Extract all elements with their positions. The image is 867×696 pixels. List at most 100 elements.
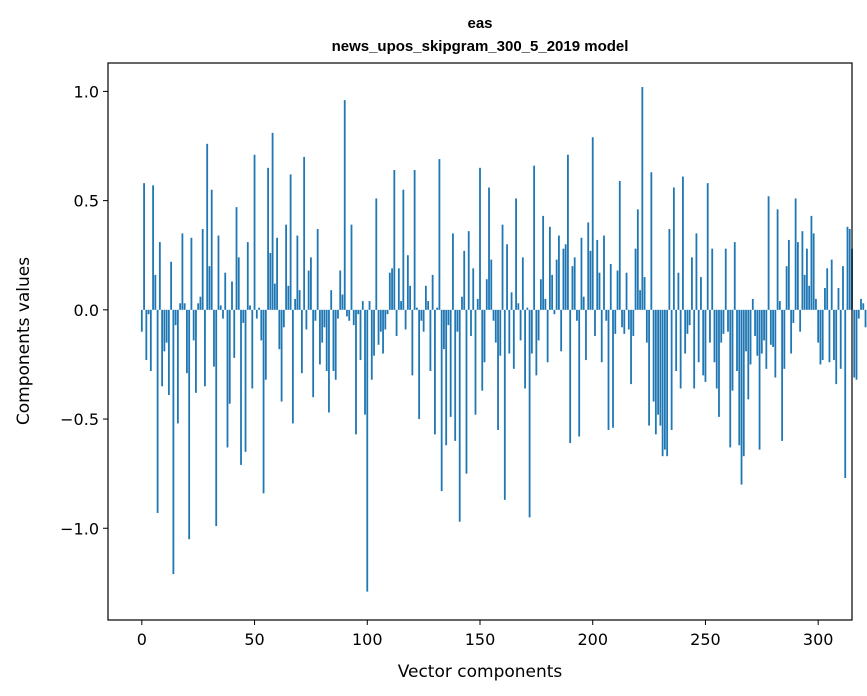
bar [754, 309, 756, 337]
bar [663, 309, 666, 450]
bar [470, 309, 472, 337]
bar [355, 309, 357, 435]
bar [226, 309, 229, 448]
bar [641, 87, 644, 310]
bar [296, 235, 299, 310]
bar [857, 309, 860, 319]
bar [179, 303, 182, 310]
bar [776, 209, 779, 310]
bar [215, 309, 218, 527]
bar [616, 270, 619, 310]
bar [544, 298, 547, 310]
bar [197, 303, 200, 310]
bar [140, 309, 143, 332]
bar [749, 309, 752, 365]
bar [461, 296, 463, 310]
bar [438, 159, 441, 310]
bar [654, 309, 657, 435]
bar [395, 309, 398, 337]
bar [231, 281, 233, 310]
bar [688, 309, 691, 326]
bar [718, 309, 720, 417]
bar [571, 266, 574, 310]
bar [503, 309, 506, 500]
chart-title-line-2: news_upos_skipgram_300_5_2019 model [332, 38, 629, 55]
bar [337, 309, 339, 319]
bar [670, 309, 673, 430]
bar [422, 309, 425, 332]
bar [357, 309, 360, 315]
bar [596, 239, 599, 310]
bar [535, 309, 538, 376]
bar [463, 250, 466, 310]
bar [143, 183, 145, 310]
bar [817, 309, 820, 343]
bar [562, 248, 565, 310]
bar [560, 309, 563, 352]
bar [251, 309, 254, 389]
bar [634, 248, 637, 310]
bar [289, 174, 292, 310]
bar [781, 309, 784, 441]
bar [783, 309, 786, 369]
bar [483, 309, 486, 363]
bar [672, 187, 675, 310]
bar [512, 309, 515, 369]
bar [458, 309, 461, 522]
bar [607, 309, 610, 430]
bar [397, 268, 400, 310]
bar [727, 309, 729, 332]
bar [630, 309, 632, 385]
bar [271, 132, 274, 310]
bar [420, 309, 423, 321]
bar [704, 309, 707, 382]
bar [352, 309, 355, 326]
bar [183, 303, 186, 310]
bar [476, 298, 479, 310]
bar [530, 309, 533, 354]
bar [465, 309, 468, 474]
bar [618, 180, 621, 310]
bar [242, 309, 245, 323]
bar [348, 309, 351, 321]
bar [826, 268, 829, 310]
y-tick-label: −1.0 [60, 519, 99, 538]
bar [285, 224, 288, 310]
bar [163, 309, 166, 352]
bar [195, 309, 197, 393]
bar [747, 309, 750, 400]
bar [418, 309, 421, 420]
bar [213, 309, 215, 367]
bar [576, 309, 578, 321]
bar [657, 309, 660, 415]
bar [343, 100, 346, 310]
bar [499, 309, 502, 356]
bar [176, 309, 179, 424]
bar [165, 309, 168, 343]
bar [675, 309, 678, 371]
bar [558, 235, 560, 310]
bar [260, 309, 263, 341]
bar [190, 237, 193, 310]
bar [623, 309, 626, 334]
bar [564, 244, 567, 310]
bar [542, 215, 545, 310]
bar [801, 231, 804, 310]
bar [434, 309, 436, 435]
x-tick-label: 150 [465, 630, 496, 649]
bar [359, 309, 362, 361]
bar [742, 309, 745, 457]
bar [806, 248, 808, 310]
x-axis-ticks: 0 50 100 150 200 250 300 [137, 620, 834, 649]
bar [346, 309, 348, 317]
bar [853, 309, 856, 378]
bar [294, 298, 297, 310]
bar [758, 309, 761, 450]
bar [812, 233, 815, 310]
bar [697, 309, 700, 363]
bar [314, 309, 317, 321]
bar [411, 309, 414, 376]
x-tick-label: 300 [803, 630, 834, 649]
bar [316, 229, 319, 310]
bar [373, 309, 375, 356]
